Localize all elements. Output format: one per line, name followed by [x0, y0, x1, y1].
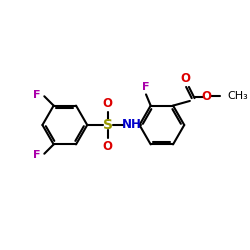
Text: F: F [33, 90, 40, 100]
Text: O: O [103, 140, 113, 153]
Text: F: F [33, 150, 40, 160]
Text: O: O [103, 97, 113, 110]
Text: S: S [103, 118, 113, 132]
Text: O: O [202, 90, 212, 103]
Text: O: O [180, 72, 190, 85]
Text: F: F [142, 82, 150, 92]
Text: CH₃: CH₃ [227, 91, 248, 101]
Text: NH: NH [122, 118, 142, 132]
